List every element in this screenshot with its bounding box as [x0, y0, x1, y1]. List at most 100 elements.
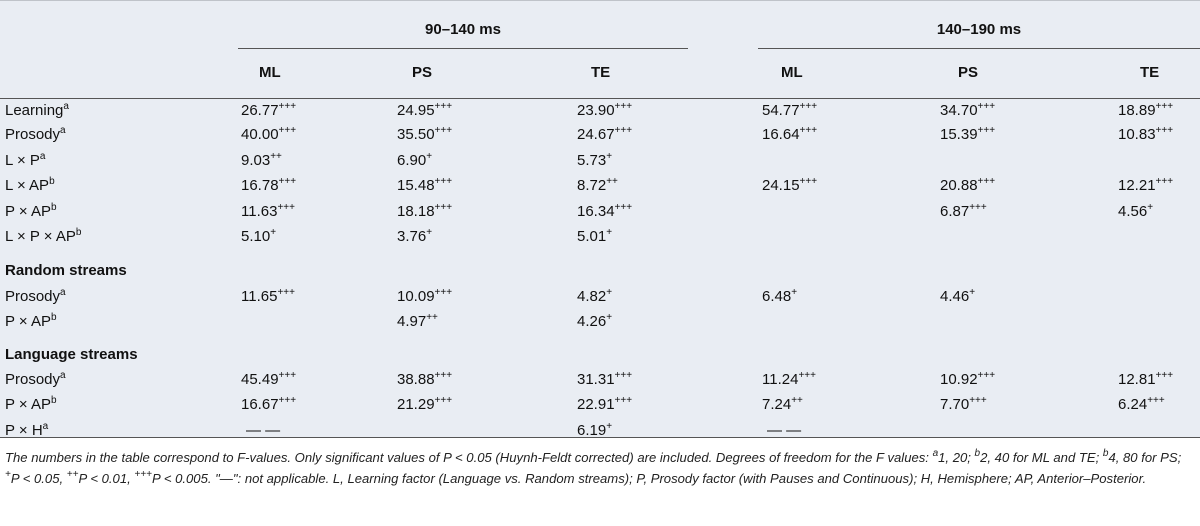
table-row: P × APb 16.67+++ 21.29+++ 22.91+++ 7.24++ 7.7… — [0, 396, 1200, 420]
footnote-text-7: P < 0.005. "—": not applicable. L, Learn… — [151, 471, 1147, 486]
table-cell: 12.81+++ — [1118, 371, 1173, 389]
row-label-text: P × H — [5, 422, 43, 439]
table-cell: 11.63+++ — [241, 203, 295, 221]
table-cell: — — — [246, 422, 280, 439]
cell-value: 6.24 — [1118, 396, 1148, 413]
table-cell: 4.26+ — [577, 313, 612, 331]
table-row: Prosodya 45.49+++ 38.88+++ 31.31+++ 11.24+++… — [0, 371, 1200, 395]
table-row: P × APb 4.97++ 4.26+ — [0, 313, 1200, 337]
cell-value: 45.49 — [241, 371, 279, 388]
table-row: Prosodya 40.00+++ 35.50+++ 24.67+++ 16.64+++… — [0, 126, 1200, 150]
cell-value: 24.95 — [397, 102, 435, 119]
cell-value: 7.70 — [940, 396, 970, 413]
cell-value: 24.15 — [762, 177, 800, 194]
significance-marker: +++ — [614, 202, 633, 213]
significance-marker: ++ — [791, 395, 803, 406]
cell-value: 5.73 — [577, 152, 607, 169]
row-label-superscript: b — [51, 312, 57, 323]
cell-value: 5.10 — [241, 228, 271, 245]
footnote-sup-a: a — [932, 448, 939, 459]
cell-value: 22.91 — [577, 396, 615, 413]
table-cell: 18.89+++ — [1118, 101, 1174, 120]
cell-value: 12.21 — [1118, 177, 1156, 194]
table-cell: 6.48+ — [762, 288, 797, 306]
column-header-ml-2: ML — [781, 64, 803, 81]
row-label-text: Prosody — [5, 371, 61, 388]
significance-marker: +++ — [799, 125, 818, 136]
significance-marker: ++ — [270, 151, 282, 162]
table-footnote: The numbers in the table correspond to F… — [5, 447, 1195, 489]
cell-value: 15.48 — [397, 177, 435, 194]
cell-value: 6.48 — [762, 288, 792, 305]
cell-value: 11.65 — [241, 288, 278, 305]
significance-marker: +++ — [614, 125, 633, 136]
group-header-90-140: 90–140 ms — [425, 21, 501, 38]
table-cell: 6.24+++ — [1118, 396, 1165, 414]
footnote-text-3: 2, 40 for ML and TE; — [980, 450, 1103, 465]
significance-marker: +++ — [798, 370, 816, 381]
table-cell: 3.76+ — [397, 228, 432, 246]
cell-value: 26.77 — [241, 102, 279, 119]
cell-value: 4.82 — [577, 288, 607, 305]
table-cell: 15.48+++ — [397, 176, 453, 195]
table-cell: 11.65+++ — [241, 288, 295, 306]
cell-value: 16.78 — [241, 177, 279, 194]
column-header-te-2: TE — [1140, 64, 1160, 81]
row-label-superscript: a — [63, 101, 69, 112]
significance-marker: +++ — [1155, 125, 1174, 136]
table-cell: 7.70+++ — [940, 396, 987, 414]
table-cell: 15.39+++ — [940, 125, 996, 144]
cell-value: 18.18 — [397, 203, 435, 220]
table-cell: 6.90+ — [397, 152, 432, 170]
row-label-text: P × AP — [5, 396, 52, 413]
table-cell: 6.87+++ — [940, 203, 987, 221]
row-label-superscript: b — [49, 176, 55, 187]
cell-value: 11.24 — [762, 371, 799, 388]
column-header-te-1: TE — [591, 64, 611, 81]
significance-marker: +++ — [977, 176, 996, 187]
table-cell: — — — [767, 422, 801, 439]
row-label-superscript: b — [51, 395, 57, 406]
cell-value: 20.88 — [940, 177, 978, 194]
cell-value: 9.03 — [241, 152, 271, 169]
table-cell: 54.77+++ — [762, 101, 818, 120]
cell-value: 4.97 — [397, 313, 427, 330]
significance-marker: + — [1147, 202, 1154, 213]
table-cell: 18.18+++ — [397, 202, 453, 221]
significance-marker: +++ — [434, 101, 453, 112]
row-label: P × APb — [5, 312, 57, 331]
table-row: Learninga 26.77+++ 24.95+++ 23.90+++ 54.77++… — [0, 102, 1200, 126]
table-cell: 22.91+++ — [577, 396, 632, 414]
row-label: L × Pa — [5, 152, 45, 170]
table-row: L × P × APb 5.10+ 3.76+ 5.01+ — [0, 228, 1200, 252]
table-cell: 8.72++ — [577, 177, 618, 195]
cell-value: 3.76 — [397, 228, 427, 245]
cell-value: 40.00 — [241, 126, 279, 143]
significance-marker: +++ — [434, 202, 453, 213]
significance-marker: +++ — [434, 395, 453, 406]
header-separator — [0, 98, 1200, 99]
table-row: P × Ha — — 6.19+ — — — [0, 422, 1200, 446]
row-label: Prosodya — [5, 371, 66, 389]
significance-marker: +++ — [977, 125, 996, 136]
row-label-text: L × P — [5, 152, 40, 169]
significance-marker: +++ — [434, 125, 453, 136]
cell-value: 15.39 — [940, 126, 978, 143]
row-label: Prosodya — [5, 126, 66, 144]
table-cell: 4.56+ — [1118, 202, 1154, 221]
cell-value: 31.31 — [577, 371, 615, 388]
significance-marker: +++ — [434, 176, 453, 187]
table-cell: 4.82+ — [577, 288, 612, 306]
table-cell: 38.88+++ — [397, 371, 452, 389]
table-cell: 4.97++ — [397, 313, 438, 331]
table-cell: 5.73+ — [577, 151, 613, 170]
significance-marker: +++ — [1155, 101, 1174, 112]
table-cell: 34.70+++ — [940, 102, 995, 120]
significance-marker: +++ — [799, 101, 818, 112]
footnote-text-2: 1, 20; — [938, 450, 975, 465]
footnote-sup-plus-3: +++ — [134, 469, 152, 480]
cell-value: — — — [246, 422, 281, 439]
significance-marker: + — [606, 151, 613, 162]
cell-value: 6.19 — [577, 422, 607, 439]
